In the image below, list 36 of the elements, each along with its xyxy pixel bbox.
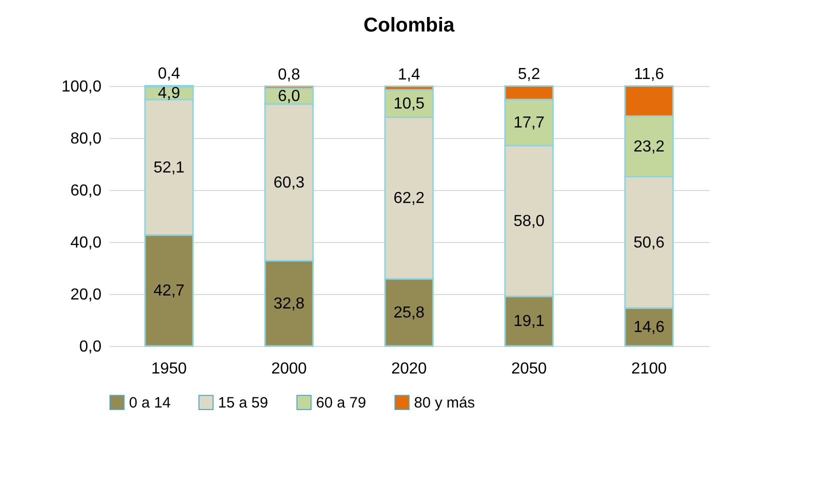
x-tick-label: 2020 [391,360,427,378]
data-label: 0,4 [158,66,180,83]
data-label: 6,0 [278,88,300,106]
data-label: 23,2 [633,138,665,156]
data-label: 19,1 [513,313,545,330]
x-tick-label: 1950 [151,360,187,378]
y-tick-label: 80,0 [70,130,102,148]
y-tick-label: 20,0 [70,286,102,304]
data-label: 58,0 [513,212,545,230]
y-tick-label: 60,0 [70,182,102,200]
data-label: 32,8 [273,295,305,312]
data-label: 1,4 [398,66,420,84]
data-label: 0,8 [278,66,300,84]
data-label: 62,2 [393,190,425,208]
data-label: 60,3 [273,174,305,192]
data-label: 17,7 [513,114,545,132]
legend-label: 80 y más [414,394,475,412]
data-label: 42,7 [153,282,185,300]
legend-label: 0 a 14 [129,394,171,412]
data-label: 5,2 [518,66,540,83]
y-tick-label: 0,0 [79,338,102,356]
legend-label: 15 a 59 [218,394,268,412]
y-tick-label: 40,0 [70,234,102,252]
x-tick-label: 2100 [631,360,667,378]
x-tick-label: 2050 [511,360,547,378]
data-label: 50,6 [633,234,665,252]
data-label: 4,9 [158,85,180,102]
data-label: 11,6 [634,66,664,83]
legend-label: 60 a 79 [316,394,366,412]
data-label: 14,6 [633,319,665,336]
x-tick-label: 2000 [271,360,307,378]
data-label: 10,5 [393,96,425,113]
data-label: 52,1 [153,159,185,176]
chart-title: Colombia [363,14,456,37]
data-label: 25,8 [393,304,425,322]
y-tick-label: 100,0 [61,78,102,96]
